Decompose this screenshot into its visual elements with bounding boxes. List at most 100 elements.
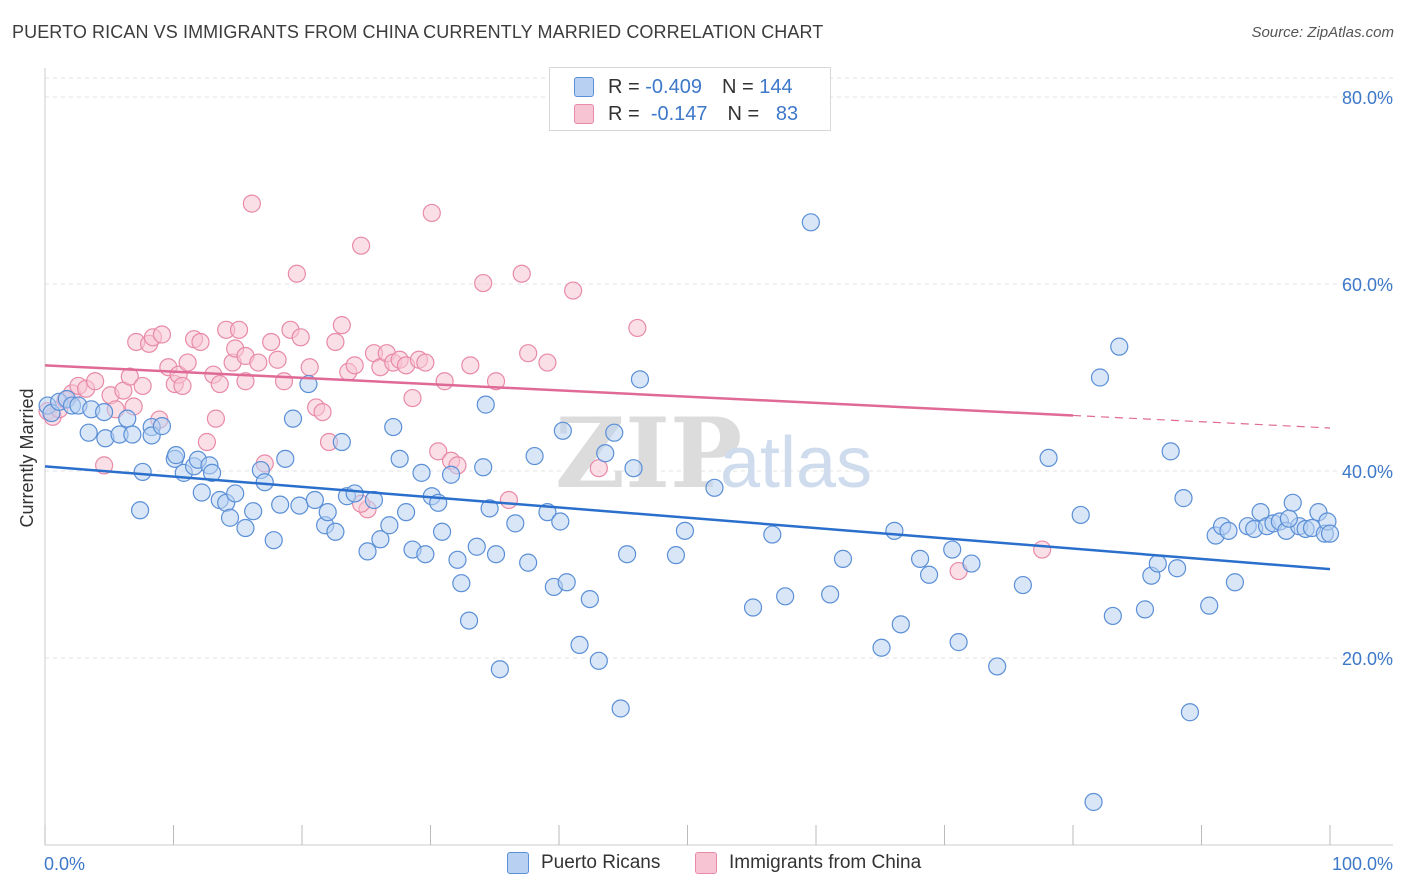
- data-point: [244, 502, 263, 521]
- data-point: [506, 514, 525, 533]
- data-point: [152, 417, 172, 436]
- data-point: [206, 409, 226, 428]
- data-point: [512, 264, 531, 283]
- data-point: [949, 633, 968, 652]
- data-point: [499, 490, 518, 510]
- data-point: [313, 402, 332, 422]
- data-point: [666, 546, 686, 565]
- data-point: [197, 432, 217, 452]
- trend-line: [44, 465, 1331, 571]
- bottom-legend-immigrants-from-china: Immigrants from China: [695, 852, 921, 874]
- legend-r-value-puerto-ricans: -0.409: [645, 75, 702, 98]
- data-point: [283, 409, 303, 428]
- data-point: [332, 316, 351, 335]
- data-point: [236, 372, 255, 391]
- data-point: [474, 458, 493, 477]
- data-point: [476, 395, 495, 414]
- data-point: [345, 356, 364, 375]
- data-point: [486, 372, 506, 391]
- data-point: [962, 554, 981, 573]
- data-point: [1084, 792, 1103, 812]
- data-point: [242, 194, 261, 213]
- data-point: [1225, 573, 1245, 592]
- data-point: [891, 615, 910, 634]
- data-point: [1200, 596, 1219, 615]
- data-point: [1135, 600, 1155, 619]
- data-point: [833, 549, 853, 568]
- y-axis-label: Currently Married: [17, 388, 37, 527]
- data-point: [605, 423, 624, 442]
- data-point: [274, 372, 294, 391]
- data-point: [403, 388, 422, 408]
- data-point: [300, 358, 319, 377]
- data-point: [120, 367, 139, 386]
- data-point: [236, 518, 255, 538]
- data-point: [1110, 337, 1129, 356]
- data-point: [611, 699, 630, 718]
- legend-n-label: N =: [727, 102, 760, 125]
- data-point: [452, 574, 471, 593]
- tick-labels: 20.0% 40.0% 60.0% 80.0% 0.0% 100.0%: [44, 88, 1393, 874]
- data-point: [551, 512, 570, 531]
- data-point: [220, 508, 240, 527]
- data-point: [618, 545, 637, 564]
- legend-r-value-immigrants-from-china: -0.147: [650, 102, 708, 125]
- trend-line-extension: [1072, 414, 1331, 429]
- data-point: [1219, 521, 1238, 540]
- data-point: [326, 522, 345, 541]
- legend-n-value-puerto-ricans: 144: [759, 75, 793, 98]
- data-point: [290, 496, 309, 515]
- data-point: [564, 281, 583, 300]
- data-point: [390, 449, 409, 468]
- data-point: [596, 444, 615, 463]
- data-point: [557, 573, 576, 592]
- data-point: [1090, 368, 1110, 387]
- data-point: [380, 516, 399, 535]
- data-point: [192, 483, 211, 502]
- data-point: [416, 545, 435, 564]
- data-point: [448, 550, 467, 569]
- data-point: [1013, 575, 1032, 595]
- chart-source: Source: ZipAtlas.com: [1251, 24, 1394, 41]
- data-point: [226, 484, 245, 503]
- data-point: [133, 376, 152, 396]
- trend-lines: [44, 364, 1331, 571]
- data-point: [474, 273, 493, 293]
- data-point: [166, 446, 186, 465]
- data-point: [943, 540, 962, 559]
- legend-n-label: N =: [721, 75, 754, 98]
- data-point: [538, 353, 557, 372]
- data-point: [461, 356, 480, 375]
- data-point: [885, 521, 904, 540]
- data-point: [570, 635, 589, 655]
- data-point: [152, 325, 172, 344]
- data-point: [1033, 540, 1052, 559]
- data-point: [432, 522, 452, 541]
- legend-row-puerto-ricans: R = -0.409 N = 144: [574, 74, 793, 100]
- data-point: [412, 463, 431, 482]
- data-point: [467, 537, 486, 556]
- data-point: [675, 521, 695, 540]
- y-tick-label: 60.0%: [1342, 275, 1393, 295]
- data-point: [1148, 554, 1167, 573]
- data-point: [628, 318, 647, 338]
- data-point: [123, 425, 142, 444]
- data-point: [173, 376, 192, 396]
- chart-title: PUERTO RICAN VS IMMIGRANTS FROM CHINA CU…: [12, 22, 824, 42]
- data-point: [919, 565, 939, 584]
- data-point: [271, 495, 290, 514]
- data-point: [429, 442, 448, 461]
- data-point: [589, 459, 608, 478]
- data-point: [1320, 524, 1340, 543]
- data-point: [130, 501, 150, 520]
- data-point: [776, 587, 795, 606]
- data-point: [1161, 442, 1180, 461]
- trend-line: [44, 364, 1074, 417]
- data-point: [553, 421, 572, 440]
- legend-r-label: R =: [608, 102, 640, 125]
- bottom-legend-label-puerto-ricans: Puerto Ricans: [541, 852, 661, 873]
- data-point: [202, 463, 222, 482]
- data-point: [1071, 505, 1090, 525]
- legend-r-label: R =: [608, 75, 640, 98]
- data-point: [291, 328, 310, 347]
